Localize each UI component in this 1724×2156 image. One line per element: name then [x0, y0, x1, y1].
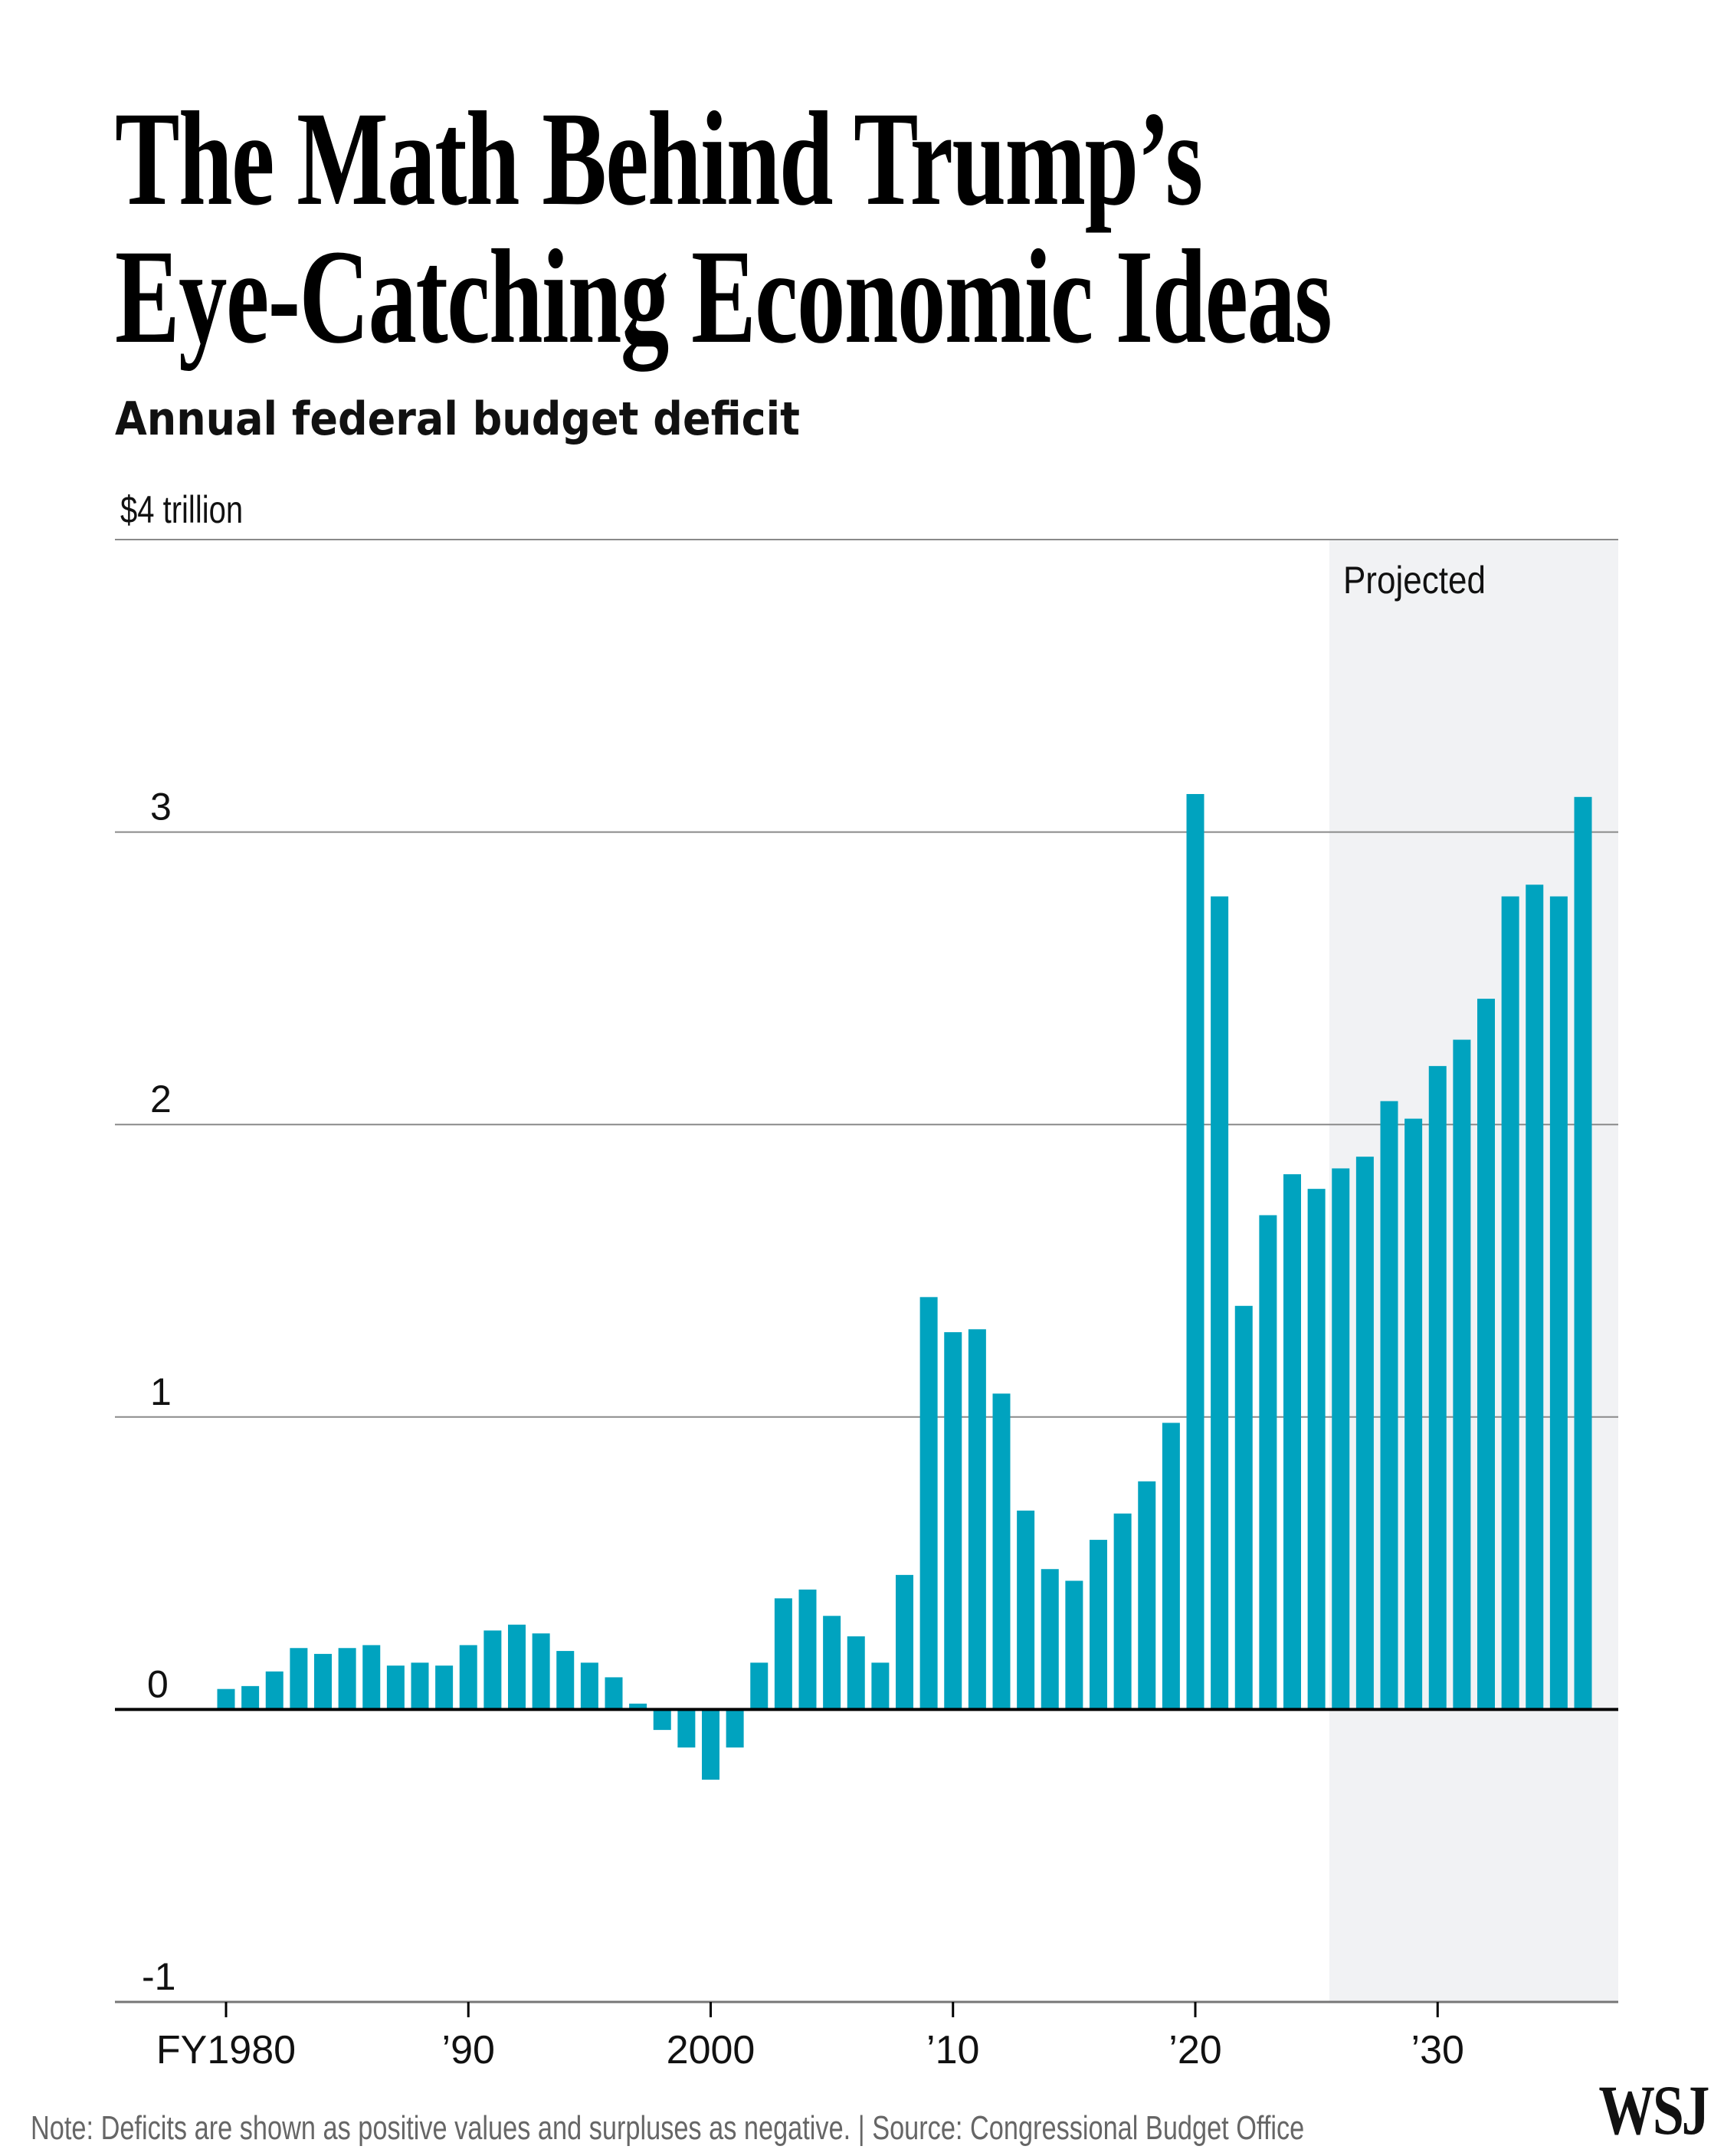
wsj-logo: WSJ — [1598, 2071, 1709, 2149]
bar-2015 — [1065, 1580, 1083, 1710]
y-tick-label: -1 — [142, 1955, 175, 1998]
y-tick-label: 3 — [150, 786, 172, 829]
bar-1990 — [459, 1645, 477, 1710]
bar-2021 — [1211, 896, 1229, 1710]
bar-2032 — [1477, 999, 1495, 1710]
bar-2025 — [1307, 1189, 1326, 1710]
bar-2003 — [774, 1598, 792, 1710]
bar-2034 — [1526, 884, 1544, 1710]
bar-2004 — [798, 1589, 817, 1710]
bar-1981 — [241, 1685, 260, 1710]
bar-2007 — [871, 1662, 890, 1710]
y-tick-label: 1 — [150, 1370, 172, 1413]
axis-layer: 0 FY1980 ’90 2000 ’10 ’20 ’30 — [115, 1662, 1618, 2072]
bar-1995 — [580, 1662, 598, 1710]
bar-2016 — [1090, 1540, 1107, 1710]
bar-2001 — [726, 1709, 744, 1748]
bar-2011 — [968, 1329, 986, 1710]
title-line-1: The Math Behind Trump’s — [115, 84, 1203, 234]
projected-region-shade — [1329, 540, 1618, 2002]
bars-layer — [217, 793, 1592, 1780]
bar-1984 — [314, 1653, 332, 1710]
bar-1996 — [605, 1677, 623, 1710]
bar-2014 — [1041, 1569, 1059, 1710]
bar-2033 — [1501, 896, 1519, 1710]
bar-2026 — [1332, 1168, 1350, 1710]
bar-2023 — [1259, 1215, 1277, 1710]
bar-2013 — [1017, 1510, 1035, 1710]
bar-1980 — [217, 1688, 235, 1710]
chart-title: The Math Behind Trump’s Eye-Catching Eco… — [115, 84, 1332, 372]
bar-2012 — [992, 1393, 1011, 1710]
bar-1993 — [532, 1633, 550, 1710]
bar-1994 — [556, 1651, 575, 1710]
bar-2036 — [1574, 796, 1592, 1710]
bar-1983 — [290, 1648, 308, 1710]
bar-2030 — [1428, 1065, 1447, 1710]
y-axis-unit-label: $4 trillion — [120, 488, 244, 531]
bar-2022 — [1234, 1305, 1253, 1710]
y-tick-label: 2 — [150, 1078, 172, 1121]
projected-label: Projected — [1343, 559, 1486, 602]
bar-1991 — [483, 1630, 502, 1710]
bar-2009 — [919, 1297, 938, 1710]
projected-region-layer: Projected — [1329, 540, 1618, 2002]
x-tick-label: ’90 — [442, 2028, 495, 2072]
bar-2024 — [1283, 1174, 1301, 1710]
x-tick-label: ’10 — [926, 2028, 979, 2072]
title-line-2: Eye-Catching Economic Ideas — [115, 222, 1332, 372]
bar-1998 — [653, 1709, 671, 1731]
bar-2035 — [1549, 896, 1568, 1710]
bar-2019 — [1162, 1423, 1180, 1710]
bar-2005 — [823, 1616, 841, 1710]
chart-subtitle: Annual federal budget deficit — [115, 392, 800, 446]
bar-1997 — [629, 1703, 647, 1710]
bar-2020 — [1186, 793, 1205, 1710]
bar-2000 — [702, 1709, 719, 1780]
bar-1985 — [338, 1648, 356, 1710]
bar-1992 — [508, 1624, 526, 1710]
bar-1982 — [265, 1671, 284, 1710]
bar-2027 — [1355, 1157, 1374, 1710]
source-note: Note: Deficits are shown as positive val… — [31, 2109, 1305, 2147]
y-tick-label: 0 — [147, 1662, 169, 1705]
gridlines-layer: 3 2 1 -1 — [115, 539, 1618, 2003]
bar-2017 — [1113, 1513, 1132, 1710]
bar-2006 — [847, 1636, 865, 1710]
x-tick-label: 2000 — [667, 2028, 755, 2072]
bar-2010 — [944, 1332, 962, 1710]
bar-1986 — [362, 1645, 381, 1710]
x-tick-label: ’20 — [1168, 2028, 1221, 2072]
bar-1999 — [677, 1709, 696, 1748]
bar-1988 — [411, 1662, 429, 1710]
bar-2029 — [1404, 1118, 1423, 1710]
bar-2031 — [1453, 1039, 1471, 1710]
x-tick-label: ’30 — [1411, 2028, 1464, 2072]
bar-1987 — [386, 1665, 405, 1710]
bar-1989 — [435, 1665, 454, 1710]
bar-2018 — [1138, 1481, 1156, 1710]
bar-2008 — [896, 1574, 913, 1710]
bar-2002 — [750, 1662, 769, 1710]
x-tick-label: FY1980 — [156, 2028, 296, 2072]
bar-2028 — [1380, 1101, 1398, 1710]
